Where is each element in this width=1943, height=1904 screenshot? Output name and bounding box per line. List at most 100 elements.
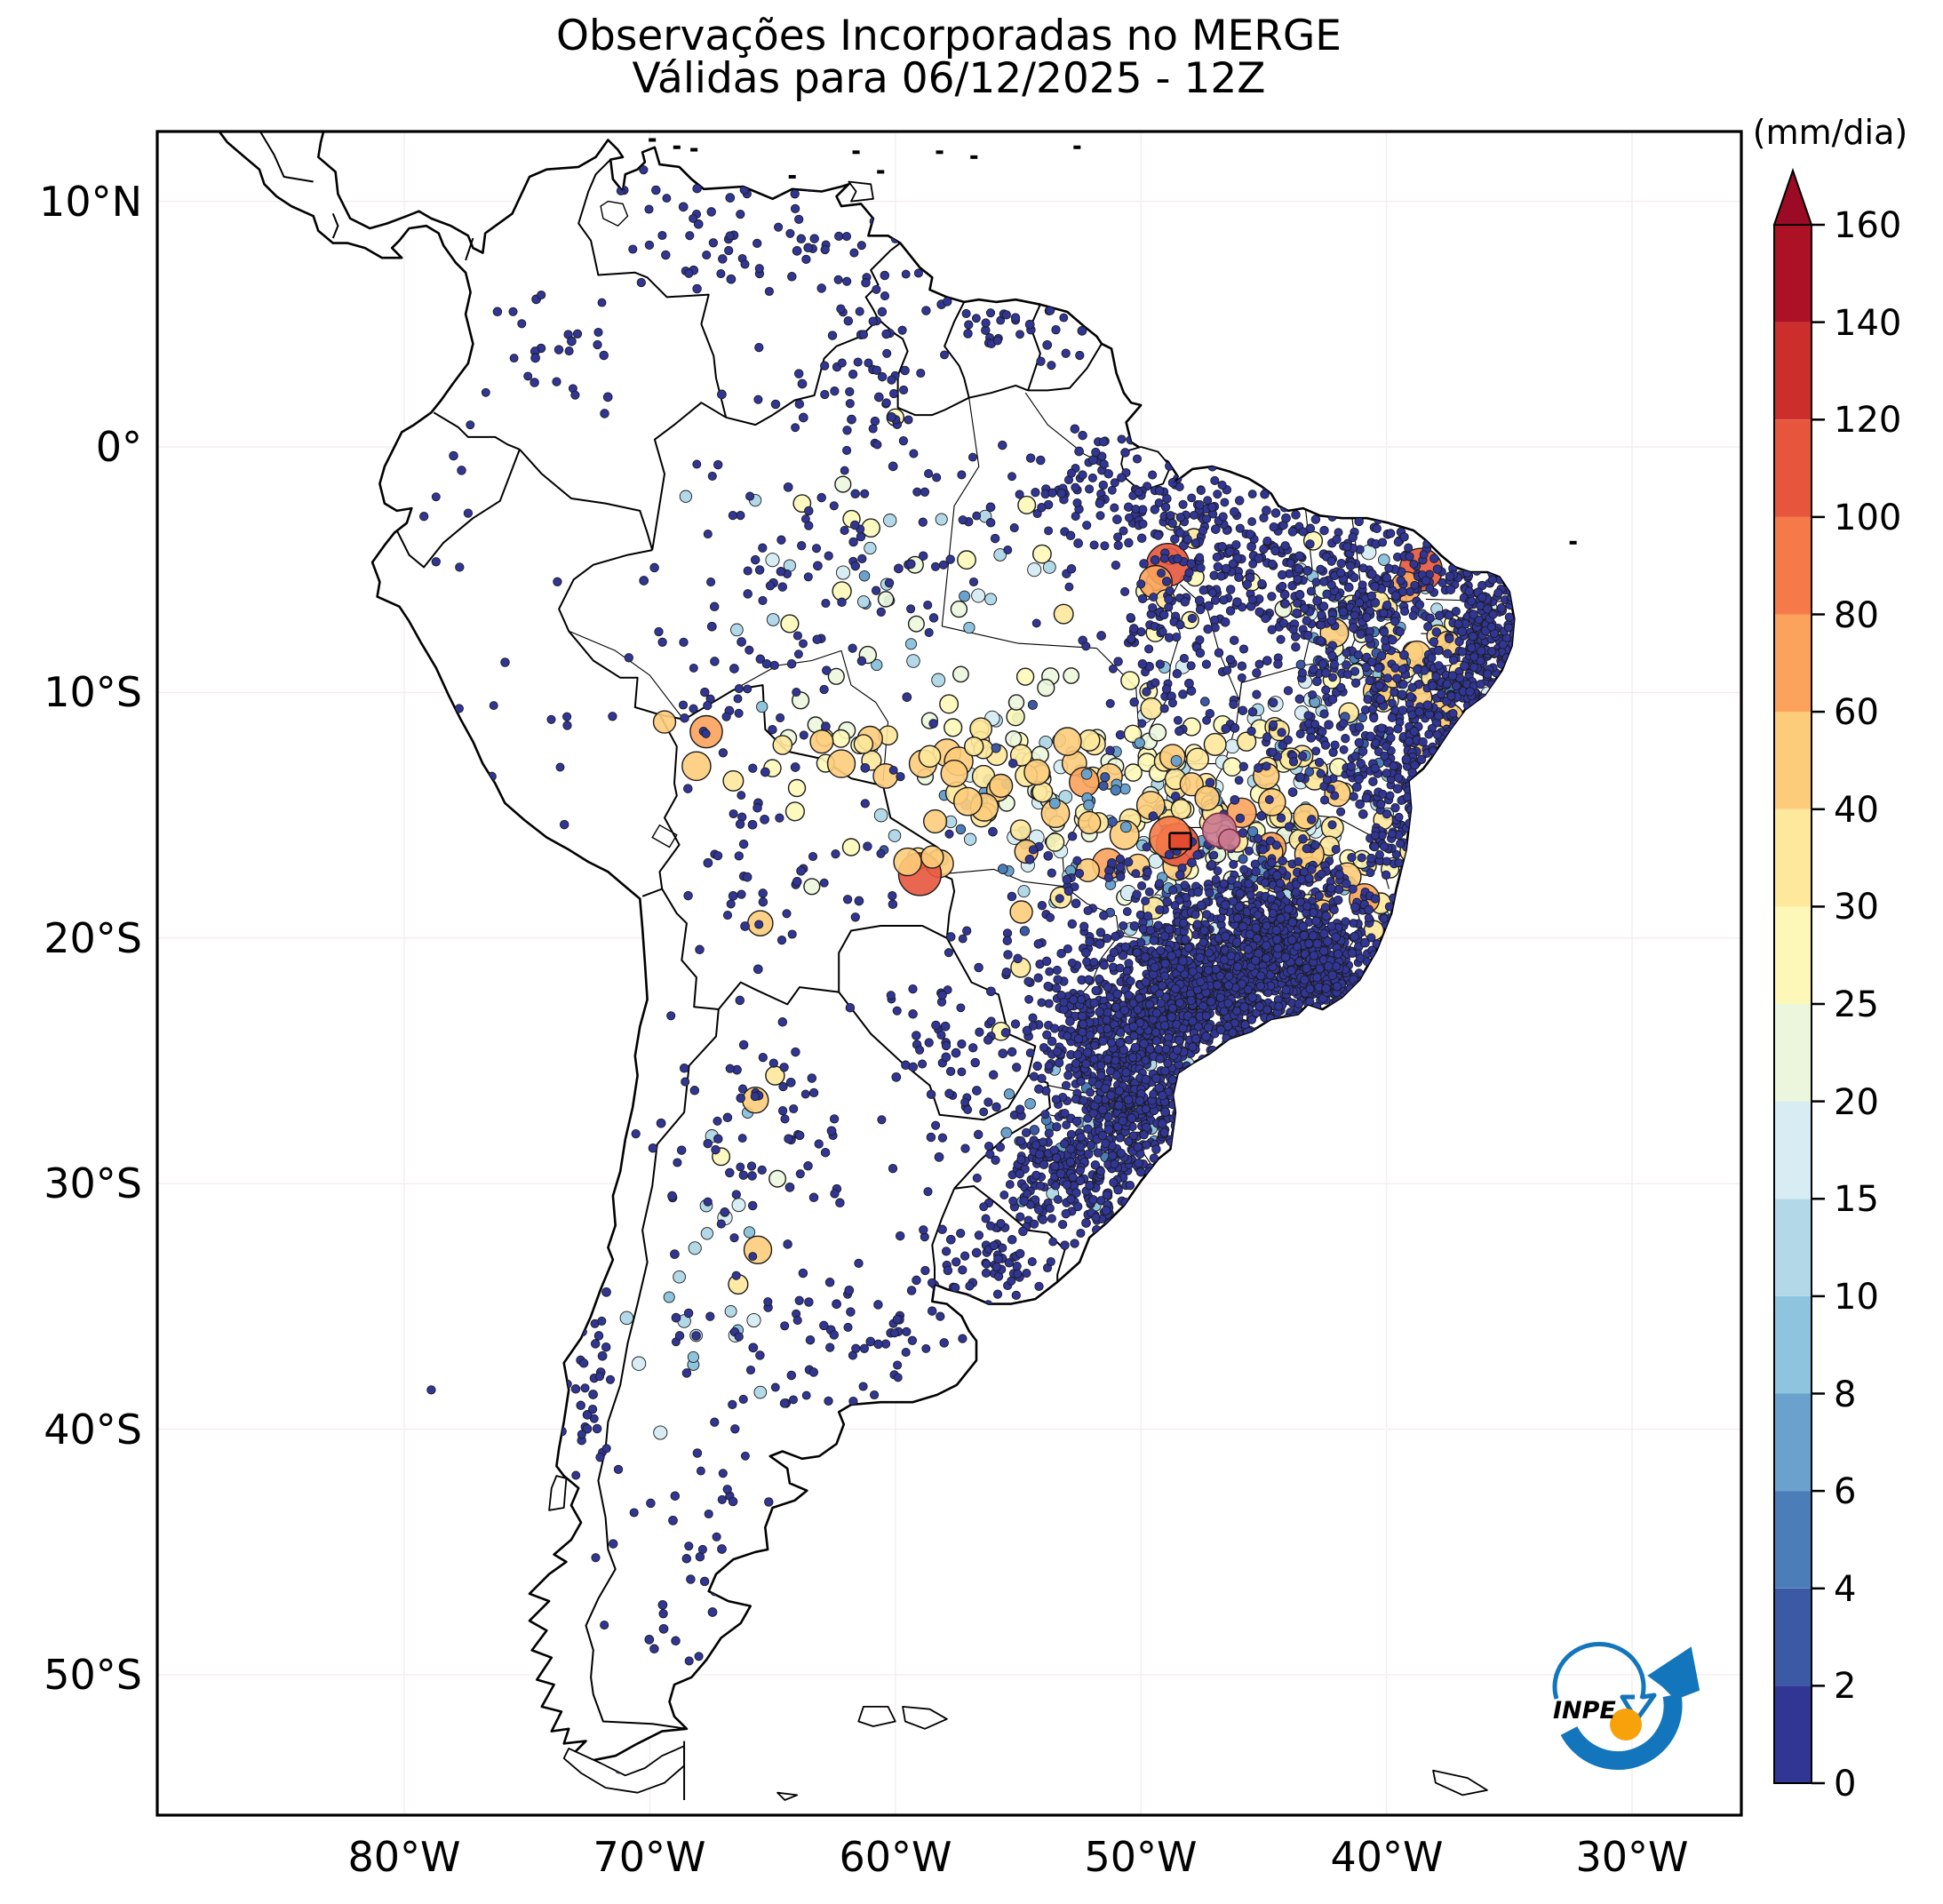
obs-dot <box>1068 1172 1078 1183</box>
obs-dot <box>1327 650 1337 661</box>
obs-dot <box>1203 624 1213 634</box>
obs-dot <box>1331 845 1341 855</box>
obs-dot <box>1086 1087 1095 1097</box>
obs-dot <box>1232 1007 1242 1016</box>
obs-dot <box>1015 667 1035 686</box>
obs-dot <box>1455 820 1466 831</box>
obs-dot <box>1433 759 1444 769</box>
obs-dot <box>1196 976 1206 987</box>
obs-dot <box>1354 1002 1364 1012</box>
obs-dot <box>1200 1104 1211 1115</box>
obs-dot <box>1178 689 1188 699</box>
obs-dot <box>765 553 780 568</box>
country-border <box>651 402 727 551</box>
obs-dot <box>1118 1207 1128 1217</box>
obs-dot <box>1160 959 1170 968</box>
obs-dot <box>1075 1166 1085 1175</box>
obs-dot <box>1088 455 1098 466</box>
obs-dot <box>820 389 830 400</box>
obs-dot <box>1317 610 1326 620</box>
obs-dot <box>1201 659 1212 669</box>
obs-dot <box>1321 911 1332 921</box>
obs-dot <box>1262 1053 1271 1063</box>
island-speck <box>649 138 657 142</box>
obs-dot <box>1319 577 1329 586</box>
obs-dot <box>1364 997 1374 1007</box>
obs-dot <box>1151 1144 1161 1154</box>
obs-dot <box>1370 894 1381 904</box>
obs-dot <box>1255 981 1265 991</box>
obs-dot <box>746 1312 761 1328</box>
obs-dot <box>1152 436 1162 446</box>
obs-dot <box>1432 793 1442 803</box>
obs-dot <box>1286 559 1295 568</box>
obs-dot <box>1304 1026 1314 1036</box>
obs-dot <box>1124 763 1143 782</box>
obs-dot <box>926 1132 936 1143</box>
obs-dot <box>1024 994 1034 1004</box>
obs-dot <box>1322 775 1332 785</box>
obs-dot <box>1433 645 1444 656</box>
obs-dot <box>1475 734 1485 745</box>
obs-dot <box>1211 874 1221 884</box>
obs-dot <box>1045 912 1055 922</box>
obs-dot <box>1371 976 1382 985</box>
obs-dot <box>1410 785 1420 794</box>
obs-dot <box>1053 975 1063 984</box>
obs-dot <box>1187 613 1198 624</box>
obs-dot <box>1327 694 1338 705</box>
obs-dot <box>743 1226 756 1239</box>
obs-dot <box>1182 1158 1191 1167</box>
obs-dot <box>1307 864 1317 874</box>
obs-dot <box>1386 733 1396 743</box>
obs-dot <box>1366 853 1376 864</box>
obs-dot <box>1198 526 1207 536</box>
obs-dot <box>1267 857 1277 868</box>
obs-dot <box>1289 1096 1299 1106</box>
obs-dot <box>703 530 713 539</box>
obs-dot <box>1005 1180 1015 1190</box>
obs-dot <box>922 809 948 834</box>
obs-dot <box>1268 908 1278 919</box>
obs-dot <box>1278 581 1287 591</box>
obs-dot <box>959 590 971 602</box>
obs-dot <box>1485 756 1495 766</box>
obs-dot <box>1085 484 1095 494</box>
obs-dot <box>1388 635 1398 645</box>
obs-dot <box>1015 1136 1026 1146</box>
obs-dot <box>1243 984 1253 994</box>
obs-dot <box>1419 810 1429 820</box>
obs-dot <box>1312 1020 1322 1030</box>
obs-dot <box>1368 705 1378 714</box>
obs-dot <box>1043 850 1054 861</box>
obs-dot-large <box>1009 819 1031 841</box>
obs-dot <box>1374 991 1384 1000</box>
obs-dot <box>1130 1042 1141 1053</box>
obs-dot <box>1490 553 1501 562</box>
obs-dot <box>837 597 847 608</box>
obs-dot <box>1415 874 1426 885</box>
obs-dot <box>860 489 870 498</box>
obs-dot <box>1192 1072 1203 1082</box>
obs-dot <box>1030 1219 1039 1229</box>
obs-dot <box>1202 910 1212 920</box>
obs-dot <box>888 388 899 399</box>
obs-dot <box>1253 833 1263 844</box>
obs-dot <box>1288 757 1299 767</box>
obs-dot <box>1034 1149 1045 1159</box>
obs-dot <box>1180 935 1190 944</box>
obs-dot <box>1052 1153 1062 1163</box>
obs-dot <box>986 986 996 997</box>
obs-dot-large <box>963 737 984 757</box>
obs-dot <box>1453 739 1462 750</box>
obs-dot <box>1319 795 1330 805</box>
obs-dot <box>1100 541 1110 551</box>
obs-dot <box>873 808 888 823</box>
obs-dot <box>1198 1108 1207 1117</box>
obs-dot-large <box>1045 833 1065 852</box>
obs-dot <box>835 565 851 580</box>
obs-dot <box>1059 998 1069 1008</box>
obs-dot <box>1073 1201 1083 1212</box>
obs-dot <box>1213 562 1223 572</box>
obs-dot <box>1203 1023 1214 1032</box>
